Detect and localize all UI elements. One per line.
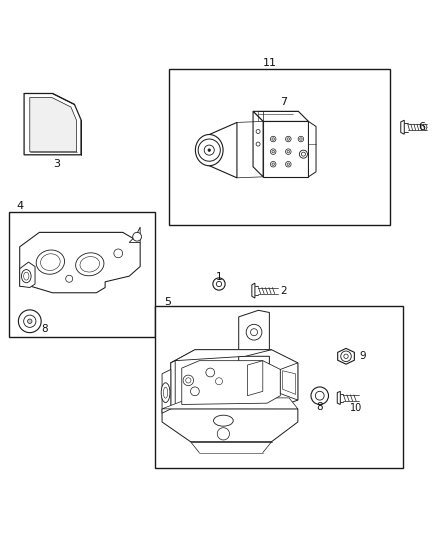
Text: 1: 1 bbox=[215, 272, 223, 281]
Circle shape bbox=[272, 138, 275, 140]
Ellipse shape bbox=[161, 383, 170, 402]
Circle shape bbox=[18, 310, 41, 333]
Circle shape bbox=[300, 138, 302, 140]
Polygon shape bbox=[162, 369, 171, 413]
Circle shape bbox=[208, 149, 211, 151]
Text: 11: 11 bbox=[262, 58, 276, 68]
Text: 9: 9 bbox=[359, 351, 366, 361]
Polygon shape bbox=[20, 232, 140, 293]
Text: 10: 10 bbox=[350, 402, 363, 413]
Polygon shape bbox=[252, 283, 255, 298]
Polygon shape bbox=[162, 409, 298, 442]
Circle shape bbox=[301, 152, 305, 156]
Text: 4: 4 bbox=[17, 201, 24, 211]
Polygon shape bbox=[162, 398, 298, 409]
Circle shape bbox=[215, 378, 223, 385]
Ellipse shape bbox=[80, 256, 99, 272]
Circle shape bbox=[286, 161, 291, 167]
Ellipse shape bbox=[214, 415, 233, 426]
Text: 7: 7 bbox=[280, 97, 287, 107]
Polygon shape bbox=[239, 310, 269, 358]
Circle shape bbox=[24, 315, 36, 327]
Circle shape bbox=[251, 329, 258, 336]
Text: 8: 8 bbox=[316, 402, 323, 411]
Circle shape bbox=[217, 427, 230, 440]
Polygon shape bbox=[247, 361, 263, 395]
Polygon shape bbox=[337, 391, 340, 405]
Polygon shape bbox=[24, 93, 81, 155]
Text: 2: 2 bbox=[280, 286, 287, 296]
Text: 8: 8 bbox=[42, 324, 48, 334]
Circle shape bbox=[272, 163, 275, 165]
Text: 5: 5 bbox=[164, 297, 171, 308]
Polygon shape bbox=[171, 350, 272, 363]
Circle shape bbox=[114, 249, 123, 258]
Circle shape bbox=[286, 136, 291, 142]
Circle shape bbox=[341, 351, 351, 361]
Circle shape bbox=[270, 161, 276, 167]
Polygon shape bbox=[20, 262, 35, 287]
Circle shape bbox=[287, 150, 290, 153]
Polygon shape bbox=[208, 123, 237, 178]
Text: 6: 6 bbox=[418, 122, 425, 132]
Ellipse shape bbox=[41, 254, 60, 270]
Circle shape bbox=[315, 391, 324, 400]
Circle shape bbox=[28, 319, 32, 324]
Polygon shape bbox=[283, 371, 296, 394]
Polygon shape bbox=[280, 363, 298, 400]
Polygon shape bbox=[253, 111, 308, 122]
Circle shape bbox=[133, 232, 141, 241]
Polygon shape bbox=[30, 98, 77, 152]
Circle shape bbox=[300, 150, 307, 158]
Circle shape bbox=[204, 145, 214, 155]
Polygon shape bbox=[129, 227, 140, 243]
Bar bbox=[155, 306, 403, 468]
Circle shape bbox=[270, 136, 276, 142]
Circle shape bbox=[213, 278, 225, 290]
Ellipse shape bbox=[24, 272, 29, 280]
Circle shape bbox=[270, 149, 276, 155]
Circle shape bbox=[272, 150, 275, 153]
Circle shape bbox=[66, 275, 73, 282]
Polygon shape bbox=[401, 120, 404, 134]
Circle shape bbox=[298, 136, 304, 142]
Circle shape bbox=[246, 324, 262, 340]
Polygon shape bbox=[263, 122, 308, 177]
Ellipse shape bbox=[36, 250, 64, 274]
Circle shape bbox=[256, 130, 260, 133]
Bar bbox=[169, 69, 390, 225]
Circle shape bbox=[191, 387, 199, 395]
Circle shape bbox=[216, 281, 222, 287]
Bar bbox=[9, 212, 155, 336]
Polygon shape bbox=[253, 111, 263, 177]
Circle shape bbox=[198, 139, 220, 161]
Ellipse shape bbox=[76, 253, 104, 276]
Polygon shape bbox=[308, 122, 316, 177]
Text: 3: 3 bbox=[53, 159, 60, 168]
Circle shape bbox=[286, 149, 291, 155]
Circle shape bbox=[311, 387, 328, 405]
Circle shape bbox=[183, 375, 194, 386]
Circle shape bbox=[344, 354, 348, 359]
Circle shape bbox=[256, 142, 260, 146]
Circle shape bbox=[287, 138, 290, 140]
Ellipse shape bbox=[21, 270, 31, 282]
Polygon shape bbox=[171, 361, 175, 409]
Circle shape bbox=[186, 378, 191, 383]
Polygon shape bbox=[171, 350, 298, 409]
Circle shape bbox=[206, 368, 215, 377]
Polygon shape bbox=[338, 349, 354, 364]
Circle shape bbox=[287, 163, 290, 165]
Ellipse shape bbox=[163, 387, 168, 398]
Polygon shape bbox=[182, 361, 280, 405]
Ellipse shape bbox=[195, 134, 223, 166]
